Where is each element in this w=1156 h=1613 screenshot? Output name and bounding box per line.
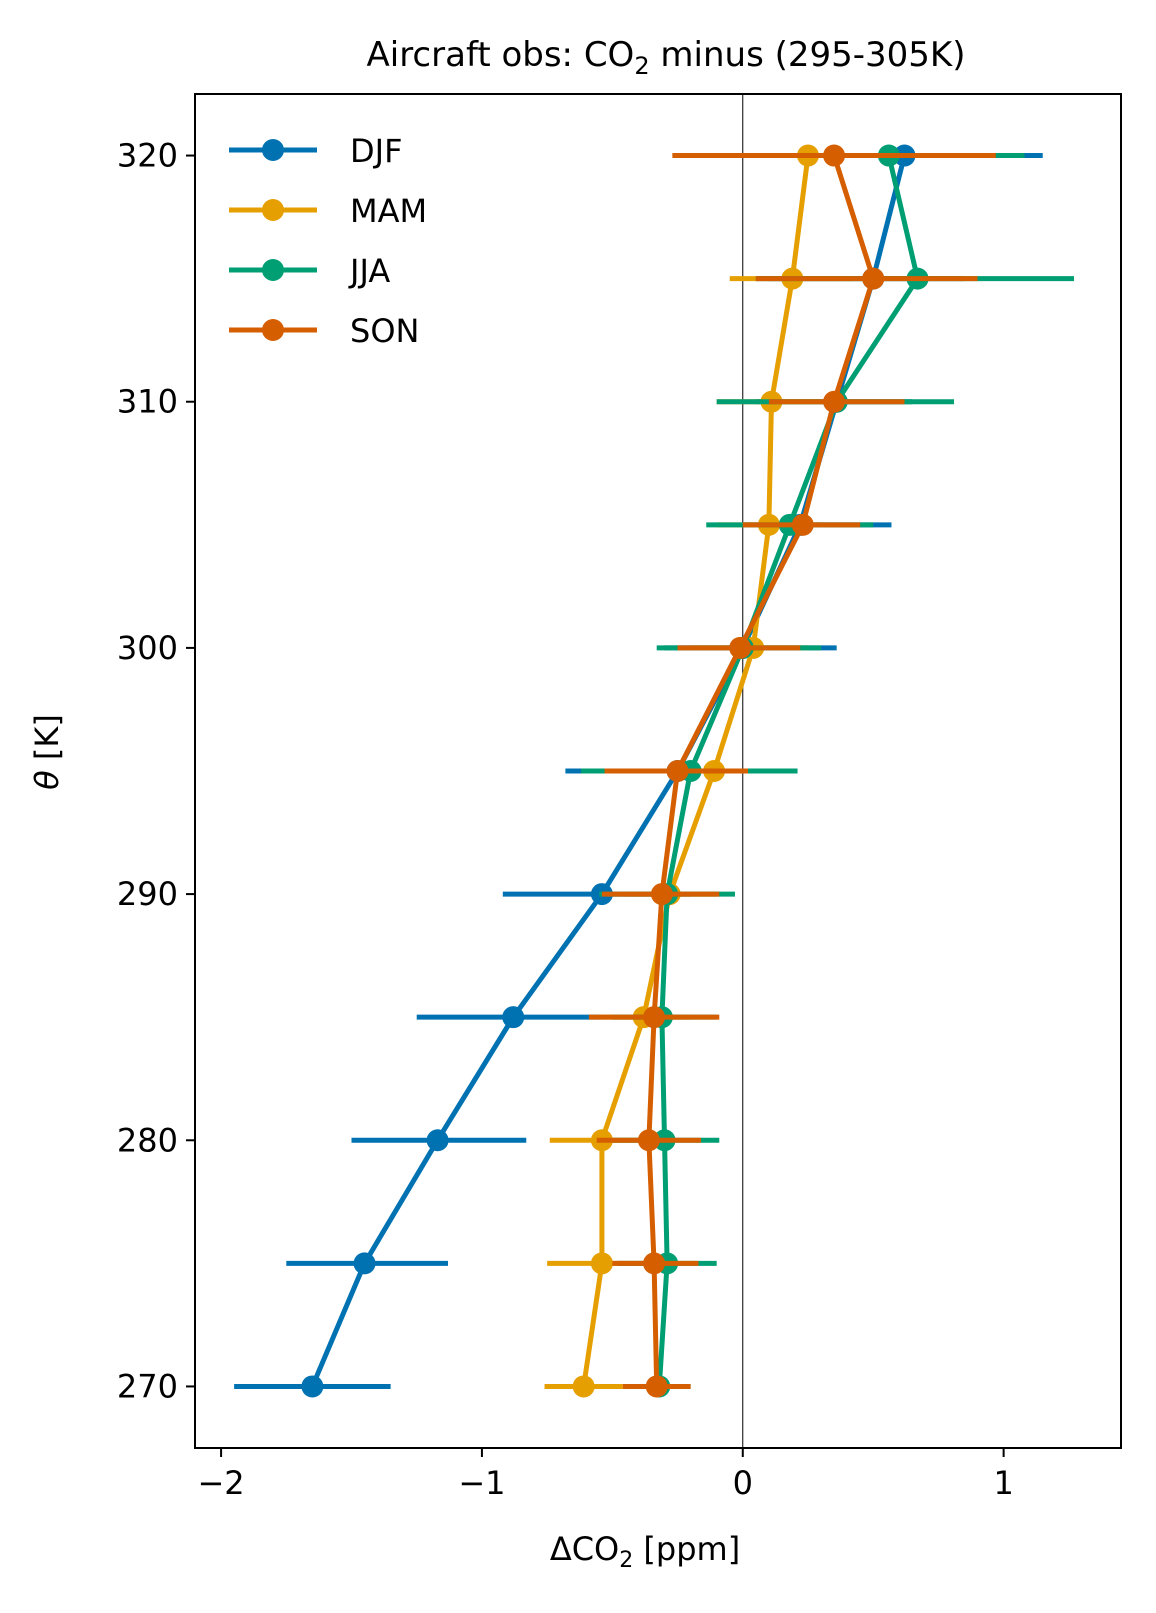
data-point-son xyxy=(646,1375,668,1397)
legend-label: MAM xyxy=(350,192,427,230)
data-point-djf xyxy=(427,1129,449,1151)
legend-marker xyxy=(262,199,284,221)
data-point-son xyxy=(638,1129,660,1151)
data-point-djf xyxy=(502,1006,524,1028)
legend: DJF MAM JJA SON xyxy=(229,132,427,350)
y-tick-label: 290 xyxy=(117,875,178,913)
y-tick-label: 300 xyxy=(117,629,178,667)
data-point-mam xyxy=(591,1252,613,1274)
legend-item-son: SON xyxy=(229,312,419,350)
y-axis: 270 280 290 300 310 320 xyxy=(117,137,195,1406)
legend-marker xyxy=(262,139,284,161)
y-tick-label: 270 xyxy=(117,1367,178,1405)
x-axis: −2 −1 0 1 xyxy=(197,1448,1013,1502)
legend-label: JJA xyxy=(348,252,390,290)
y-tick-label: 320 xyxy=(117,137,178,175)
data-point-son xyxy=(643,1006,665,1028)
legend-marker xyxy=(262,259,284,281)
legend-item-jja: JJA xyxy=(229,252,390,290)
legend-item-mam: MAM xyxy=(229,192,427,230)
y-tick-label: 280 xyxy=(117,1121,178,1159)
chart-title: Aircraft obs: CO2 minus (295-305K) xyxy=(367,35,966,80)
data-point-mam xyxy=(573,1375,595,1397)
legend-label: DJF xyxy=(350,132,402,170)
data-point-son xyxy=(729,637,751,659)
legend-item-djf: DJF xyxy=(229,132,402,170)
data-point-son xyxy=(792,514,814,536)
y-tick-label: 310 xyxy=(117,383,178,421)
y-axis-label: θ [K] xyxy=(28,714,66,790)
x-axis-label: ΔCO2 [ppm] xyxy=(550,1530,740,1573)
x-tick-label: 0 xyxy=(733,1464,753,1502)
data-point-son xyxy=(823,391,845,413)
data-point-son xyxy=(862,268,884,290)
x-tick-label: −2 xyxy=(197,1464,244,1502)
data-point-son xyxy=(823,145,845,167)
data-point-son xyxy=(643,1252,665,1274)
legend-marker xyxy=(262,319,284,341)
data-point-djf xyxy=(301,1375,323,1397)
x-tick-label: −1 xyxy=(458,1464,505,1502)
x-tick-label: 1 xyxy=(993,1464,1013,1502)
data-point-son xyxy=(651,883,673,905)
data-point-son xyxy=(667,760,689,782)
legend-label: SON xyxy=(350,312,419,350)
data-point-djf xyxy=(354,1252,376,1274)
